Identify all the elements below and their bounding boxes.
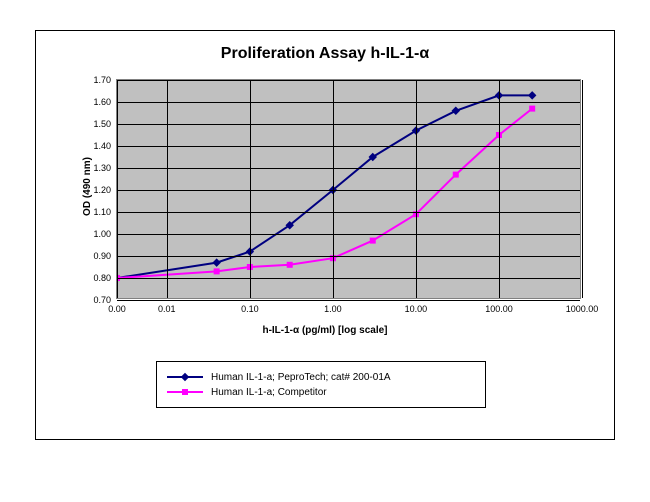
- diamond-marker-icon: [528, 91, 536, 99]
- gridline-h: [117, 102, 580, 103]
- chart-frame: Proliferation Assay h-IL-1-α 0.700.800.9…: [35, 30, 615, 440]
- y-tick-label: 1.50: [93, 119, 117, 129]
- gridline-h: [117, 212, 580, 213]
- y-tick-label: 0.90: [93, 251, 117, 261]
- gridline-h: [117, 168, 580, 169]
- y-axis-title: OD (490 nm): [82, 157, 93, 216]
- series-line: [117, 95, 532, 278]
- gridline-h: [117, 124, 580, 125]
- legend-swatch: [167, 371, 203, 383]
- x-tick-label: 1000.00: [566, 298, 599, 314]
- gridline-v: [333, 80, 334, 298]
- x-tick-label: 1.00: [324, 298, 342, 314]
- y-tick-label: 1.00: [93, 229, 117, 239]
- legend-swatch: [167, 386, 203, 398]
- diamond-marker-icon: [452, 107, 460, 115]
- legend-label: Human IL-1-a; Competitor: [211, 387, 327, 398]
- diamond-marker-icon: [181, 373, 189, 381]
- x-axis-title: h-IL-1-α (pg/ml) [log scale]: [36, 325, 614, 336]
- y-tick-label: 1.60: [93, 97, 117, 107]
- square-marker-icon: [287, 262, 293, 268]
- legend-item: Human IL-1-a; Competitor: [167, 386, 475, 398]
- chart-title: Proliferation Assay h-IL-1-α: [36, 45, 614, 63]
- gridline-v: [167, 80, 168, 298]
- square-marker-icon: [453, 172, 459, 178]
- gridline-h: [117, 234, 580, 235]
- square-marker-icon: [214, 268, 220, 274]
- y-tick-label: 0.80: [93, 273, 117, 283]
- square-marker-icon: [182, 389, 188, 395]
- gridline-v: [117, 80, 118, 298]
- y-tick-label: 1.70: [93, 75, 117, 85]
- plot-area: 0.700.800.901.001.101.201.301.401.501.60…: [116, 79, 581, 299]
- gridline-h: [117, 80, 580, 81]
- gridline-v: [250, 80, 251, 298]
- gridline-v: [582, 80, 583, 298]
- gridline-h: [117, 256, 580, 257]
- gridline-v: [499, 80, 500, 298]
- gridline-v: [416, 80, 417, 298]
- y-tick-label: 1.30: [93, 163, 117, 173]
- y-tick-label: 1.10: [93, 207, 117, 217]
- x-tick-label: 0.00: [108, 298, 126, 314]
- series-line: [117, 109, 532, 278]
- legend: Human IL-1-a; PeproTech; cat# 200-01A Hum…: [156, 361, 486, 408]
- x-tick-label: 100.00: [485, 298, 513, 314]
- gridline-h: [117, 190, 580, 191]
- x-tick-label: 0.01: [158, 298, 176, 314]
- y-tick-label: 1.40: [93, 141, 117, 151]
- gridline-h: [117, 278, 580, 279]
- y-tick-label: 1.20: [93, 185, 117, 195]
- legend-item: Human IL-1-a; PeproTech; cat# 200-01A: [167, 371, 475, 383]
- square-marker-icon: [529, 106, 535, 112]
- x-tick-label: 10.00: [405, 298, 428, 314]
- gridline-h: [117, 146, 580, 147]
- diamond-marker-icon: [212, 258, 220, 266]
- x-tick-label: 0.10: [241, 298, 259, 314]
- legend-label: Human IL-1-a; PeproTech; cat# 200-01A: [211, 372, 391, 383]
- square-marker-icon: [370, 238, 376, 244]
